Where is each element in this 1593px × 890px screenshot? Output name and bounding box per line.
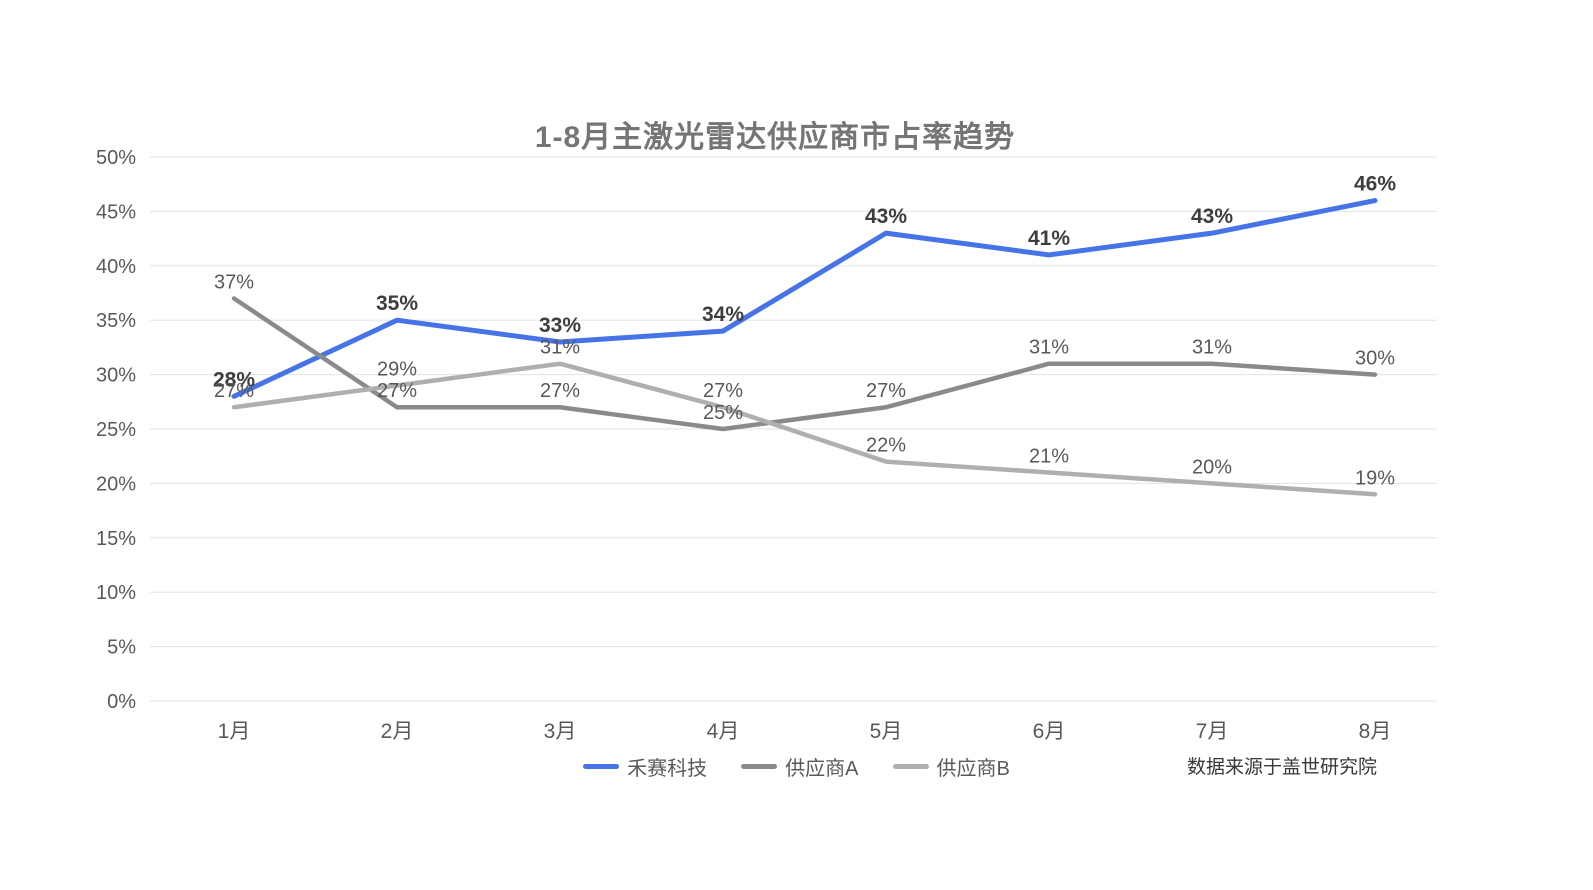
legend-label: 供应商A bbox=[785, 758, 859, 780]
data-label: 31% bbox=[1029, 337, 1069, 359]
x-tick-label: 3月 bbox=[544, 720, 577, 743]
data-label: 28% bbox=[213, 368, 255, 391]
y-tick-label: 50% bbox=[96, 147, 136, 169]
data-label: 22% bbox=[866, 435, 906, 457]
data-label: 27% bbox=[866, 380, 906, 402]
series-labels-供应商B: 27%29%31%27%22% 21% 20% 19% bbox=[214, 337, 1395, 490]
data-label: 27% bbox=[377, 380, 417, 402]
legend-label: 供应商B bbox=[936, 758, 1010, 780]
legend-item-禾赛科技[interactable]: 禾赛科技 bbox=[583, 752, 707, 781]
data-label: 20% bbox=[1192, 456, 1232, 478]
y-tick-label: 15% bbox=[96, 528, 136, 550]
y-tick-label: 0% bbox=[107, 691, 136, 713]
legend-item-供应商A[interactable]: 供应商A bbox=[741, 752, 859, 781]
legend-line-marker bbox=[741, 764, 778, 769]
x-axis-tick-labels: 1月 2月 3月 4月 5月 6月 7月 8月 bbox=[218, 720, 1392, 743]
line-path bbox=[231, 361, 1378, 497]
data-label: 25% bbox=[703, 402, 743, 424]
y-tick-label: 30% bbox=[96, 365, 136, 387]
data-label: 33% bbox=[539, 314, 581, 337]
data-label: 43% bbox=[1191, 205, 1233, 228]
data-source-note: 数据来源于盖世研究院 bbox=[1186, 757, 1377, 778]
data-label: 31% bbox=[1192, 337, 1232, 359]
x-tick-label: 4月 bbox=[707, 720, 740, 743]
y-tick-label: 20% bbox=[96, 473, 136, 495]
x-tick-label: 6月 bbox=[1033, 720, 1066, 743]
data-label: 37% bbox=[214, 271, 254, 293]
data-label: 27% bbox=[214, 380, 254, 402]
data-label: 21% bbox=[1029, 446, 1069, 468]
y-tick-label: 45% bbox=[96, 201, 136, 223]
series-labels-禾赛科技: 28% 35% 33% 34% 43% 41% 43% 46% bbox=[213, 173, 1396, 392]
y-tick-label: 25% bbox=[96, 419, 136, 441]
y-tick-label: 5% bbox=[107, 637, 136, 659]
data-label: 30% bbox=[1355, 348, 1395, 370]
legend-line-marker bbox=[583, 764, 620, 769]
data-label: 46% bbox=[1354, 173, 1396, 196]
legend-label: 禾赛科技 bbox=[627, 758, 708, 780]
line-path bbox=[231, 296, 1378, 432]
x-tick-label: 8月 bbox=[1359, 720, 1392, 743]
x-tick-label: 2月 bbox=[381, 720, 414, 743]
data-label: 27% bbox=[540, 380, 580, 402]
data-label: 29% bbox=[377, 358, 417, 380]
x-tick-label: 7月 bbox=[1196, 720, 1229, 743]
series-line-供应商B bbox=[231, 361, 1378, 497]
series-labels-供应商A: 37%27% 27%25%27%31% 31% 30% bbox=[214, 271, 1395, 424]
data-label: 35% bbox=[376, 292, 418, 315]
gridlines bbox=[150, 156, 1437, 702]
y-tick-label: 40% bbox=[96, 256, 136, 278]
x-tick-label: 1月 bbox=[218, 720, 251, 743]
data-label: 31% bbox=[540, 337, 580, 359]
data-label: 43% bbox=[865, 205, 907, 228]
data-label: 19% bbox=[1355, 467, 1395, 489]
legend-item-供应商B[interactable]: 供应商B bbox=[892, 752, 1010, 781]
y-tick-label: 35% bbox=[96, 310, 136, 332]
chart-title: 1-8月主激光雷达供应商市占率趋势 bbox=[534, 121, 1016, 154]
chart-legend: 禾赛科技 供应商A 供应商B bbox=[0, 752, 1593, 781]
y-tick-label: 10% bbox=[96, 582, 136, 604]
series-line-供应商A bbox=[231, 296, 1378, 432]
series-line-禾赛科技 bbox=[231, 198, 1378, 399]
line-path bbox=[231, 198, 1378, 399]
legend-line-marker bbox=[892, 764, 929, 769]
data-label: 34% bbox=[702, 303, 744, 326]
data-label: 27% bbox=[703, 380, 743, 402]
y-axis-tick-labels: 0% 5% 10% 15% 20% 25% 30% 35% 40% 45% 50% bbox=[96, 147, 136, 713]
data-label: 41% bbox=[1028, 227, 1070, 250]
x-tick-label: 5月 bbox=[870, 720, 903, 743]
